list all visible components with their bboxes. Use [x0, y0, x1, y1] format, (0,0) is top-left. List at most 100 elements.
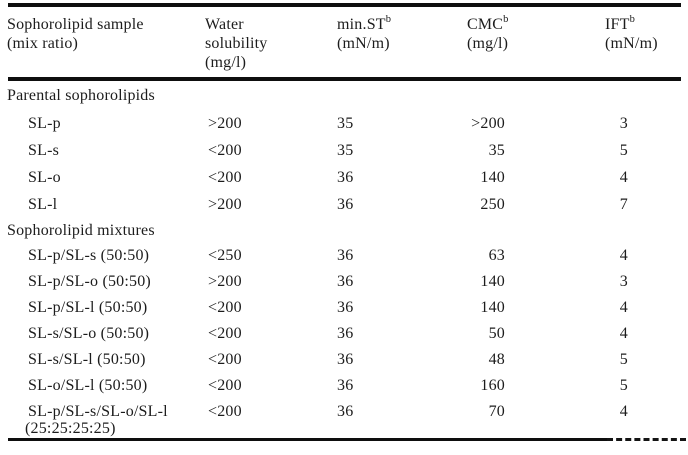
header-line: (mix ratio) [7, 35, 79, 52]
table-row: SL-s <200 35 35 5 [0, 135, 684, 162]
water-solubility-cell: >200 [208, 115, 242, 132]
header-line: Water [205, 16, 244, 33]
header-label: CMC [467, 16, 504, 33]
table-row: SL-s/SL-l (50:50) <200 36 48 5 [0, 344, 684, 370]
table-row: SL-s/SL-o (50:50) <200 36 50 4 [0, 318, 684, 344]
ift-cell: 5 [619, 351, 628, 368]
top-rule [8, 3, 681, 7]
min-st-cell: 36 [337, 325, 354, 342]
ift-cell: 3 [619, 115, 628, 132]
water-solubility-cell: <200 [208, 169, 242, 186]
header-unit: (mN/m) [605, 35, 658, 52]
section-header-row: Parental sophorolipids [0, 81, 684, 108]
header-unit: (mg/l) [205, 54, 247, 71]
table-row: SL-o <200 36 140 4 [0, 162, 684, 189]
table-row: SL-p/SL-s (50:50) <250 36 63 4 [0, 240, 684, 266]
min-st-cell: 36 [337, 196, 354, 213]
water-solubility-cell: <200 [208, 325, 242, 342]
section-header-row: Sophorolipid mixtures [0, 216, 684, 240]
col-header-min-st: min.STb (mN/m) [329, 8, 461, 81]
sample-cell: SL-s/SL-o (50:50) [28, 325, 150, 342]
min-st-cell: 35 [337, 115, 354, 132]
sample-cell: SL-p/SL-o (50:50) [28, 273, 151, 290]
header-label: min.ST [337, 16, 386, 33]
ift-cell: 5 [619, 377, 628, 394]
col-header-water-solubility: Water solubility (mg/l) [197, 8, 329, 81]
water-solubility-cell: >200 [208, 196, 242, 213]
header-line: Sophorolipid sample [7, 16, 144, 33]
cmc-cell: 50 [488, 325, 505, 342]
cmc-cell: 250 [480, 196, 505, 213]
col-header-cmc: CMCb (mg/l) [461, 8, 571, 81]
min-st-cell: 35 [337, 142, 354, 159]
header-unit: (mg/l) [467, 35, 509, 52]
ift-cell: 4 [619, 169, 628, 186]
header-line: solubility [205, 35, 268, 52]
section-title-mixtures: Sophorolipid mixtures [7, 222, 155, 239]
section-title-parental: Parental sophorolipids [7, 87, 155, 104]
ift-cell: 4 [619, 325, 628, 342]
table-row: SL-p/SL-s/SL-o/SL-l (25:25:25:25) <200 3… [0, 396, 684, 438]
ift-cell: 4 [619, 247, 628, 264]
ift-cell: 4 [619, 403, 628, 420]
footnote-marker: b [629, 13, 635, 25]
sample-cell: SL-p/SL-s/SL-o/SL-l (25:25:25:25) [0, 396, 197, 438]
min-st-cell: 36 [337, 403, 354, 420]
water-solubility-cell: <200 [208, 351, 242, 368]
sophorolipid-properties-table: Sophorolipid sample (mix ratio) Water so… [0, 8, 684, 438]
sample-cell: SL-p/SL-s (50:50) [28, 247, 150, 264]
min-st-cell: 36 [337, 169, 354, 186]
sample-name-line1: SL-p/SL-s/SL-o/SL-l [28, 403, 168, 420]
water-solubility-cell: <200 [208, 142, 242, 159]
cmc-cell: 35 [488, 142, 505, 159]
header-row: Sophorolipid sample (mix ratio) Water so… [0, 8, 684, 81]
sample-cell: SL-s/SL-l (50:50) [28, 351, 146, 368]
min-st-cell: 36 [337, 351, 354, 368]
header-label: IFT [605, 16, 630, 33]
min-st-cell: 36 [337, 377, 354, 394]
footnote-marker: b [503, 13, 509, 25]
table-header: Sophorolipid sample (mix ratio) Water so… [0, 8, 684, 81]
water-solubility-cell: <250 [208, 247, 242, 264]
table-row: SL-l >200 36 250 7 [0, 189, 684, 216]
sample-cell: SL-p/SL-l (50:50) [28, 299, 148, 316]
bottom-rule [0, 438, 688, 442]
cmc-cell: 70 [488, 403, 505, 420]
header-unit: (mN/m) [337, 35, 390, 52]
table-row: SL-p >200 35 >200 3 [0, 108, 684, 135]
water-solubility-cell: <200 [208, 299, 242, 316]
cmc-cell: >200 [471, 115, 505, 132]
ift-cell: 7 [619, 196, 628, 213]
sample-cell: SL-o/SL-l (50:50) [28, 377, 148, 394]
col-header-ift: IFTb (mN/m) [571, 8, 684, 81]
header-separator-rule [8, 77, 681, 81]
table-row: SL-p/SL-l (50:50) <200 36 140 4 [0, 292, 684, 318]
water-solubility-cell: >200 [208, 273, 242, 290]
min-st-cell: 36 [337, 299, 354, 316]
ift-cell: 3 [619, 273, 628, 290]
sample-name-line2: (25:25:25:25) [25, 420, 116, 437]
sample-cell: SL-p [28, 115, 61, 132]
table-row: SL-o/SL-l (50:50) <200 36 160 5 [0, 370, 684, 396]
col-header-sample: Sophorolipid sample (mix ratio) [0, 8, 197, 81]
footnote-marker: b [385, 13, 392, 25]
water-solubility-cell: <200 [208, 377, 242, 394]
water-solubility-cell: <200 [208, 403, 242, 420]
cmc-cell: 140 [480, 299, 505, 316]
min-st-cell: 36 [337, 273, 354, 290]
ift-cell: 5 [619, 142, 628, 159]
min-st-cell: 36 [337, 247, 354, 264]
bottom-rule-solid-segment [8, 438, 607, 441]
cmc-cell: 140 [480, 169, 505, 186]
cmc-cell: 63 [488, 247, 505, 264]
cmc-cell: 140 [480, 273, 505, 290]
cmc-cell: 160 [480, 377, 505, 394]
table-row: SL-p/SL-o (50:50) >200 36 140 3 [0, 266, 684, 292]
sample-cell: SL-l [28, 196, 58, 213]
cmc-cell: 48 [488, 351, 505, 368]
sample-cell: SL-o [28, 169, 61, 186]
sample-cell: SL-s [28, 142, 60, 159]
ift-cell: 4 [619, 299, 628, 316]
table-body: Parental sophorolipids SL-p >200 35 >200… [0, 81, 684, 438]
